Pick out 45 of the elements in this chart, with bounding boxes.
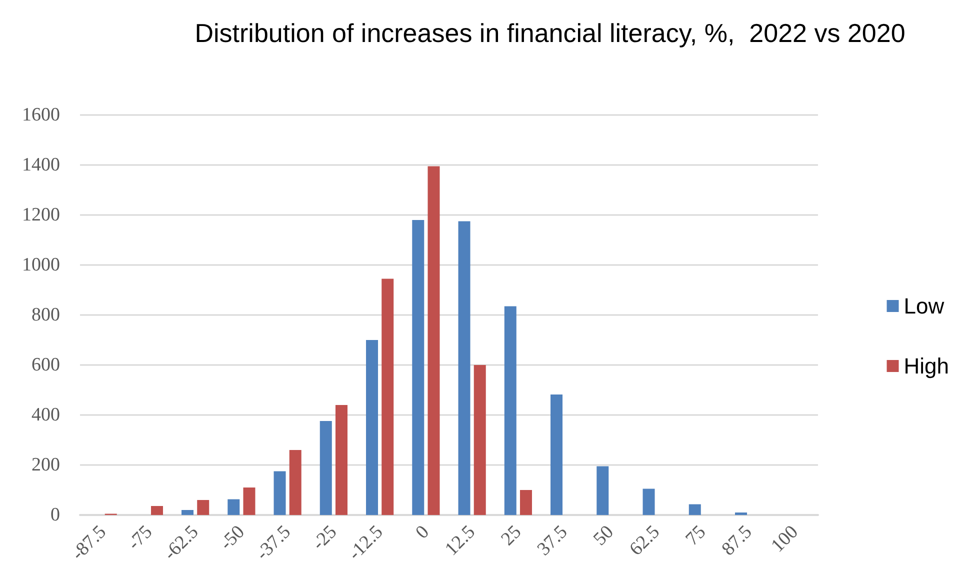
- legend-label: Low: [904, 294, 944, 318]
- x-tick-label: 37.5: [533, 522, 572, 560]
- x-tick-label: 0: [412, 522, 434, 544]
- bar: [274, 471, 286, 515]
- x-tick-label: 75: [682, 522, 710, 550]
- bar: [688, 504, 701, 515]
- y-tick-label: 200: [32, 454, 60, 476]
- legend-label: High: [904, 354, 950, 378]
- bar: [520, 490, 532, 515]
- x-tick-label: 25: [497, 522, 526, 550]
- bar: [366, 340, 378, 515]
- y-tick-label: 1600: [22, 104, 60, 126]
- bar: [428, 166, 440, 515]
- y-tick-label: 1200: [22, 204, 60, 226]
- bar: [596, 466, 609, 515]
- chart-title: Distribution of increases in financial literacy, %, 2022 vs 2020: [194, 18, 906, 48]
- bar: [382, 278, 394, 515]
- bar: [458, 221, 470, 515]
- bar: [289, 450, 302, 515]
- bar: [550, 394, 563, 515]
- x-tick-label: 87.5: [718, 522, 756, 560]
- y-tick-label: 1400: [22, 154, 60, 176]
- y-tick-label: 600: [32, 354, 60, 376]
- bar: [228, 499, 240, 515]
- bar: [335, 405, 348, 515]
- x-tick-label: -25: [308, 522, 342, 554]
- bar: [150, 506, 163, 515]
- x-tick-label: -75: [124, 522, 157, 554]
- bar: [182, 510, 194, 515]
- bar: [320, 421, 332, 515]
- bar: [197, 500, 210, 515]
- y-tick-label: 0: [50, 504, 60, 526]
- bar: [474, 365, 486, 515]
- bar: [642, 488, 655, 515]
- bar: [243, 488, 256, 515]
- x-tick-label: 62.5: [626, 522, 664, 560]
- y-tick-label: 800: [32, 304, 60, 326]
- y-tick-label: 400: [32, 404, 60, 426]
- x-tick-label: 50: [590, 522, 618, 550]
- x-tick-label: -50: [216, 522, 249, 554]
- y-tick-label: 1000: [22, 254, 60, 276]
- x-tick-label: 100: [767, 522, 802, 557]
- x-tick-label: 12.5: [441, 522, 480, 560]
- bar: [412, 220, 424, 515]
- bar: [504, 306, 516, 515]
